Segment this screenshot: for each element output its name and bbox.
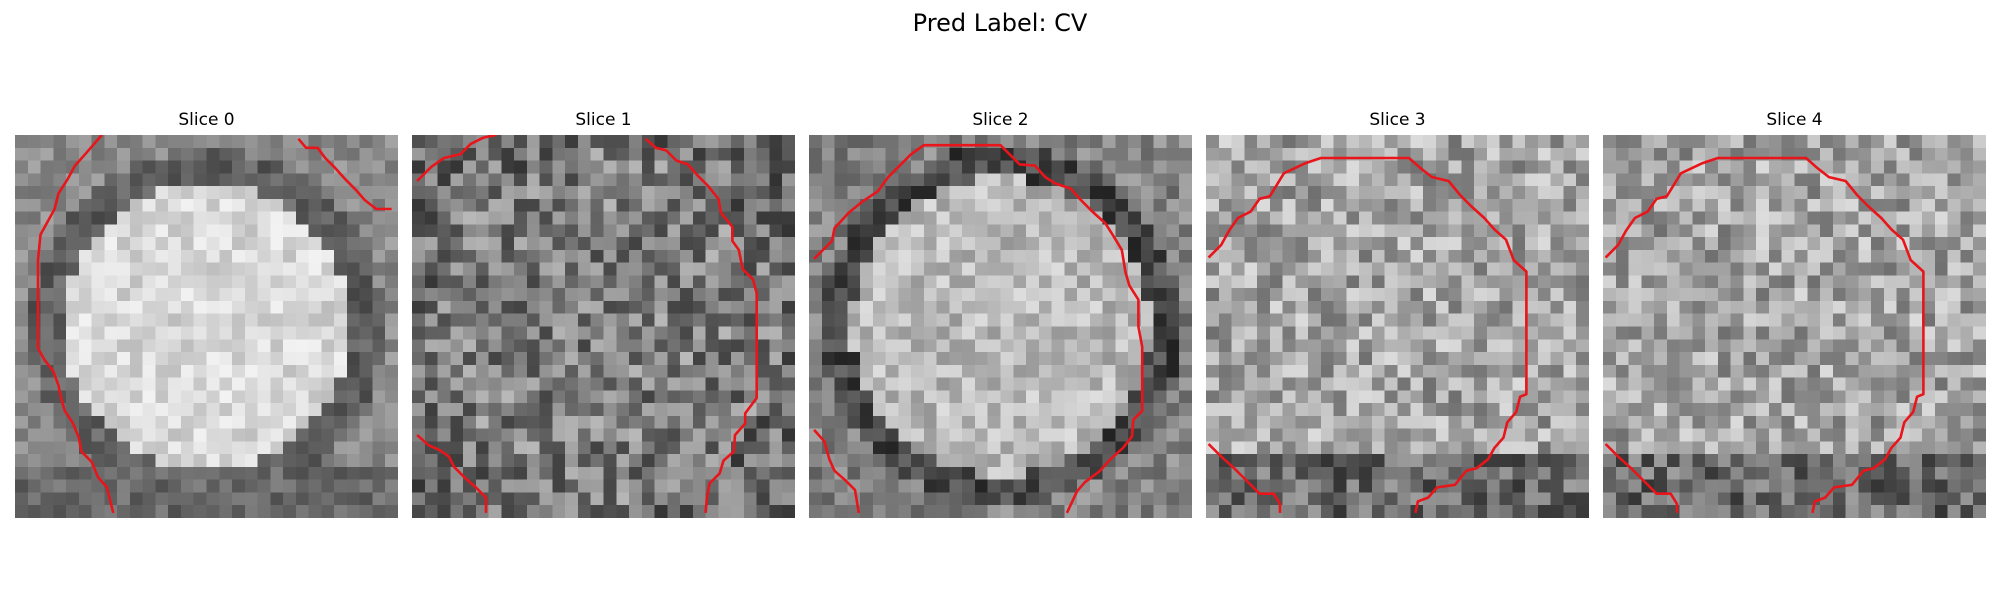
grayscale-slice-image [15, 135, 398, 518]
slice-title: Slice 1 [575, 110, 632, 130]
segmentation-contour-0 [1207, 156, 1528, 514]
grayscale-slice-image [809, 135, 1192, 518]
slice-image-area [1603, 135, 1986, 518]
segmentation-contour-1 [297, 137, 392, 211]
slice-title: Slice 0 [178, 110, 235, 130]
slice-title: Slice 4 [1766, 110, 1823, 130]
figure-suptitle: Pred Label: CV [912, 9, 1088, 37]
contour-overlay [1207, 156, 1528, 514]
segmentation-contour-0 [1604, 156, 1925, 514]
segmentation-contour-1 [644, 137, 759, 514]
slice-image-area [15, 135, 398, 518]
segmentation-contour-2 [416, 434, 488, 513]
contour-overlay [1604, 156, 1925, 514]
slice-image-area [809, 135, 1192, 518]
segmentation-contour-0 [416, 135, 497, 182]
segmentation-contour-1 [1604, 443, 1679, 513]
segmentation-contour-0 [36, 135, 115, 514]
slice-title: Slice 2 [972, 110, 1029, 130]
segmentation-contour-0 [813, 143, 1144, 514]
slice-title: Slice 3 [1369, 110, 1426, 130]
segmentation-contour-1 [813, 429, 861, 514]
contour-overlay [416, 135, 759, 514]
slice-image-area [412, 135, 795, 518]
segmentation-contour-1 [1207, 443, 1282, 513]
contour-overlay [813, 143, 1144, 514]
slice-image-area [1206, 135, 1589, 518]
contour-overlay [36, 135, 392, 514]
